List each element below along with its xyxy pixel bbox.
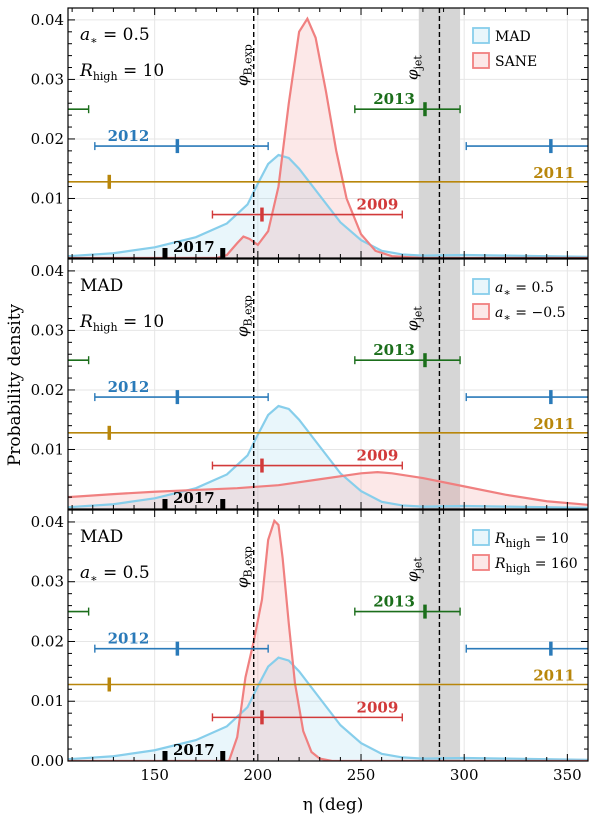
legend-label-2: SANE xyxy=(495,54,537,70)
year-2012-label: 2012 xyxy=(108,378,150,396)
year-2017-label: 2017 xyxy=(173,489,215,507)
panel-frame xyxy=(67,509,589,762)
phi-jet-label-text: φjet xyxy=(403,55,424,80)
y-tick-label: 0.04 xyxy=(31,262,64,280)
x-tick-label: 150 xyxy=(140,766,169,784)
x-axis-title: η (deg) xyxy=(303,795,364,815)
year-2017-bound-1 xyxy=(162,751,168,761)
year-2011-label: 2011 xyxy=(533,164,575,182)
x-tick-label: 300 xyxy=(450,766,479,784)
legend-label-1: MAD xyxy=(495,29,531,45)
series-line-2 xyxy=(68,16,588,258)
y-tick-label: 0.00 xyxy=(31,752,64,770)
year-2011-label: 2011 xyxy=(533,667,575,685)
series-fill-2 xyxy=(68,472,588,509)
phi-b-exp-label: φB,exp xyxy=(234,295,255,337)
series-line-2 xyxy=(68,470,588,506)
chart-panels: 2011 2012 2013 2009 2017 0.01 0.02 0.03 0.04 φB,e… xyxy=(31,7,589,784)
phi-b-exp-label: φB,exp xyxy=(234,546,255,588)
panel-annotation-2: Rhigh = 10 xyxy=(79,312,164,334)
chart-panel-2: 2011 2012 2013 2009 2017 0.01 0.02 0.03 0.04 φB,e… xyxy=(31,258,589,510)
legend-swatch-2 xyxy=(472,52,490,69)
year-2013-label: 2013 xyxy=(373,341,415,359)
series-fill-2 xyxy=(68,18,588,258)
y-tick-label: 0.02 xyxy=(31,632,64,650)
panel-annotation-2: Rhigh = 10 xyxy=(79,61,164,83)
phi-jet-label-text: φjet xyxy=(403,557,424,582)
year-2009-label: 2009 xyxy=(357,196,399,214)
legend-swatch-2 xyxy=(472,554,490,571)
phi-jet-label: φjet xyxy=(403,55,424,80)
phi-b-exp-label-text: φB,exp xyxy=(234,546,255,588)
chart-panel-3: 2011 2012 2013 2009 2017 0.00 0.01 0.02 0.03 0.04… xyxy=(31,509,589,784)
panel-frame xyxy=(67,7,589,259)
y-tick-label: 0.01 xyxy=(31,692,64,710)
plot-area xyxy=(68,259,588,509)
year-2013-label: 2013 xyxy=(373,593,415,611)
series-line-1 xyxy=(68,153,588,258)
y-tick-label: 0.01 xyxy=(31,440,64,458)
y-axis-title: Probability density xyxy=(5,303,25,466)
phi-jet-label: φjet xyxy=(403,557,424,582)
panel-annotation-1: MAD xyxy=(80,527,123,547)
series-line-2 xyxy=(68,518,588,761)
year-2017-bound-2 xyxy=(220,499,226,509)
year-2017-bound-1 xyxy=(162,248,168,258)
year-2011-label: 2011 xyxy=(533,415,575,433)
year-2009-label: 2009 xyxy=(357,447,399,465)
legend-label-1: Rhigh = 10 xyxy=(494,531,569,550)
y-tick-label: 0.04 xyxy=(31,11,64,29)
series-line-1 xyxy=(68,656,588,761)
chart-panel-1: 2011 2012 2013 2009 2017 0.01 0.02 0.03 0.04 φB,e… xyxy=(31,7,589,259)
year-2009-label: 2009 xyxy=(357,698,399,716)
panel-annotation-2: a∗ = 0.5 xyxy=(80,563,150,585)
series-line-1 xyxy=(68,404,588,509)
year-2017-bound-1 xyxy=(162,499,168,509)
legend-label-2: Rhigh = 160 xyxy=(494,556,578,575)
year-2017-label: 2017 xyxy=(173,238,215,256)
x-tick-label: 350 xyxy=(553,766,582,784)
phi-jet-band xyxy=(418,510,461,761)
plot-area xyxy=(68,8,588,258)
legend-swatch-1 xyxy=(472,529,490,546)
legend-swatch-1 xyxy=(472,27,490,44)
year-2017-bound-2 xyxy=(220,248,226,258)
phi-jet-label: φjet xyxy=(403,306,424,331)
y-tick-label: 0.04 xyxy=(31,513,64,531)
legend-swatch-1 xyxy=(472,278,490,295)
phi-b-exp-label: φB,exp xyxy=(234,44,255,86)
year-2017-label: 2017 xyxy=(173,741,215,759)
y-tick-label: 0.02 xyxy=(31,130,64,148)
phi-b-exp-label-text: φB,exp xyxy=(234,295,255,337)
phi-b-exp-label-text: φB,exp xyxy=(234,44,255,86)
panel-annotation-1: MAD xyxy=(80,276,123,296)
panel-annotation-1: a∗ = 0.5 xyxy=(80,25,150,47)
y-tick-label: 0.01 xyxy=(31,189,64,207)
legend-label-2: a∗ = −0.5 xyxy=(495,305,565,324)
legend-swatch-2 xyxy=(472,303,490,320)
y-tick-label: 0.02 xyxy=(31,381,64,399)
y-tick-label: 0.03 xyxy=(31,321,64,339)
panel-frame xyxy=(67,258,589,510)
y-tick-label: 0.03 xyxy=(31,573,64,591)
legend-label-1: a∗ = 0.5 xyxy=(495,280,554,299)
year-2012-label: 2012 xyxy=(108,630,150,648)
year-2013-label: 2013 xyxy=(373,90,415,108)
year-2017-bound-2 xyxy=(220,751,226,761)
x-tick-label: 250 xyxy=(347,766,376,784)
y-tick-label: 0.03 xyxy=(31,70,64,88)
plot-area xyxy=(68,510,588,761)
year-2012-label: 2012 xyxy=(108,127,150,145)
phi-jet-label-text: φjet xyxy=(403,306,424,331)
x-tick-label: 200 xyxy=(244,766,273,784)
